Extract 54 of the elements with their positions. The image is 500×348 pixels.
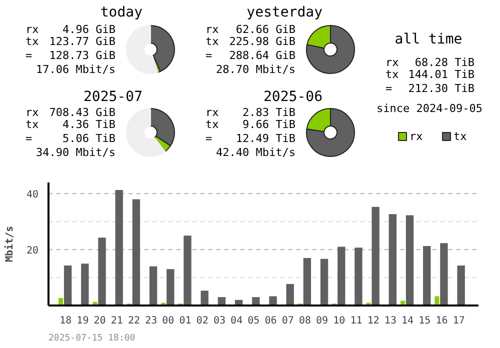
x-tick-label: 20 bbox=[94, 316, 106, 326]
text: rx 68.28 TiB bbox=[386, 56, 475, 69]
text: 42.40 Mbit/s bbox=[216, 146, 296, 159]
chart-title: today bbox=[100, 4, 143, 20]
x-tick-label: 03 bbox=[213, 316, 226, 326]
x-tick-label: 09 bbox=[316, 316, 328, 326]
x-tick-label: 07 bbox=[282, 316, 294, 326]
x-tick-label: 01 bbox=[179, 316, 192, 326]
text: = 288.64 GiB bbox=[206, 49, 296, 62]
chart-title: yesterday bbox=[246, 4, 322, 20]
text: rx 2.83 TiB bbox=[206, 106, 296, 119]
x-tick-label: 13 bbox=[384, 316, 396, 326]
text: all time bbox=[394, 32, 462, 48]
y-axis-title: Mbit/s bbox=[3, 226, 16, 262]
x-tick-label: 05 bbox=[248, 316, 260, 326]
x-tick-label: 22 bbox=[128, 316, 140, 326]
text: since 2024-09-05 bbox=[376, 102, 482, 115]
text: tx 144.01 TiB bbox=[386, 68, 475, 81]
text: rx 62.66 GiB bbox=[206, 23, 296, 36]
text: = 128.73 GiB bbox=[26, 49, 116, 62]
text: 34.90 Mbit/s bbox=[36, 146, 116, 159]
x-tick-label: 10 bbox=[333, 316, 346, 326]
x-tick-label: 16 bbox=[436, 316, 448, 326]
text: tx 4.36 TiB bbox=[26, 118, 116, 131]
chart-title: 2025-06 bbox=[264, 89, 323, 105]
x-tick-label: 19 bbox=[76, 316, 89, 326]
legend-label: rx bbox=[410, 130, 424, 143]
x-tick-label: 15 bbox=[418, 316, 431, 326]
y-tick-label: 40 bbox=[26, 190, 39, 201]
text: 2025-07-15 18:00 bbox=[48, 334, 136, 344]
legend-label: tx bbox=[454, 130, 468, 143]
text: 17.06 Mbit/s bbox=[36, 63, 116, 76]
x-tick-label: 14 bbox=[402, 316, 414, 326]
text: = 212.30 TiB bbox=[386, 82, 475, 95]
text: tx 123.77 GiB bbox=[26, 35, 116, 48]
text: = 12.49 TiB bbox=[206, 132, 296, 145]
x-tick-label: 00 bbox=[162, 316, 174, 326]
x-tick-label: 17 bbox=[452, 316, 465, 326]
text: = 5.06 TiB bbox=[26, 132, 116, 145]
x-tick-label: 06 bbox=[264, 316, 277, 326]
x-tick-label: 02 bbox=[196, 316, 208, 326]
x-tick-label: 23 bbox=[145, 316, 158, 326]
text: rx 708.43 GiB bbox=[26, 106, 116, 119]
x-tick-label: 18 bbox=[60, 316, 72, 326]
text: rx 4.96 GiB bbox=[26, 23, 116, 36]
text: tx 225.98 GiB bbox=[206, 35, 296, 48]
x-tick-label: 21 bbox=[110, 316, 123, 326]
x-tick-label: 11 bbox=[350, 316, 362, 326]
x-tick-label: 12 bbox=[367, 316, 380, 326]
text: 28.70 Mbit/s bbox=[216, 63, 296, 76]
x-tick-label: 08 bbox=[298, 316, 311, 326]
text: tx 9.66 TiB bbox=[206, 118, 296, 131]
x-tick-label: 04 bbox=[230, 316, 243, 326]
chart-title: 2025-07 bbox=[84, 89, 143, 105]
